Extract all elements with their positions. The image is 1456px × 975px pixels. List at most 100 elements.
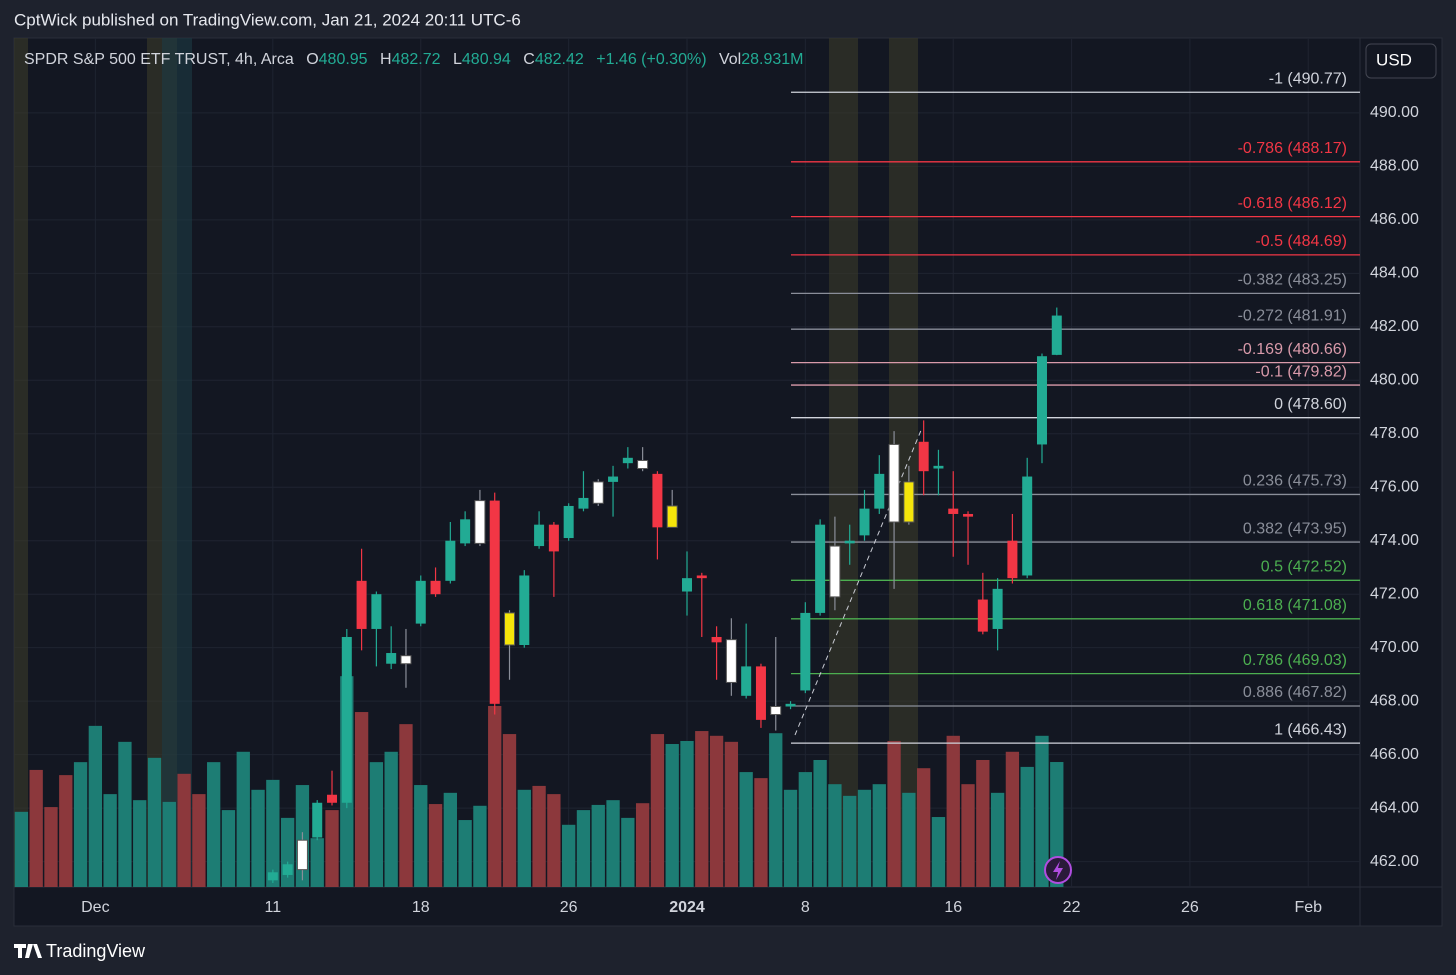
y-tick-label: 478.00 bbox=[1370, 425, 1419, 442]
high-value: 482.72 bbox=[392, 51, 441, 68]
fib-label: -0.786 (488.17) bbox=[1238, 140, 1347, 157]
candle-body bbox=[578, 497, 589, 509]
x-tick-label: 18 bbox=[412, 899, 430, 916]
fib-label: -0.382 (483.25) bbox=[1238, 272, 1347, 289]
candle-body bbox=[327, 794, 338, 803]
volume-value: 28.931M bbox=[741, 51, 803, 68]
volume-bar bbox=[695, 731, 709, 887]
legend: SPDR S&P 500 ETF TRUST, 4h, Arca O480.95… bbox=[24, 51, 804, 68]
candle-body bbox=[608, 476, 619, 482]
volume-bar bbox=[576, 810, 591, 887]
volume-bar bbox=[902, 792, 916, 887]
candle-body bbox=[770, 706, 782, 716]
fib-label: 0 (478.60) bbox=[1274, 396, 1347, 413]
candle-layer bbox=[267, 307, 1062, 883]
fib-label: 1 (466.43) bbox=[1274, 721, 1347, 738]
publish-note: CptWick published on TradingView.com, Ja… bbox=[14, 10, 521, 29]
y-tick-label: 464.00 bbox=[1370, 799, 1419, 816]
volume-bar bbox=[354, 712, 369, 887]
volume-bar bbox=[532, 785, 546, 887]
volume-bar bbox=[621, 817, 635, 887]
volume-bar bbox=[887, 740, 901, 887]
low-label: L bbox=[453, 51, 462, 68]
x-tick-label: 26 bbox=[560, 899, 578, 916]
candle-body bbox=[534, 524, 545, 547]
volume-bar bbox=[1035, 735, 1049, 887]
volume-bar bbox=[917, 768, 931, 887]
y-tick-label: 472.00 bbox=[1370, 585, 1419, 602]
candle-body bbox=[563, 505, 574, 539]
x-tick-label: Dec bbox=[81, 899, 109, 916]
volume-bar bbox=[547, 794, 561, 887]
volume-layer bbox=[14, 676, 1064, 887]
volume-bar bbox=[1050, 762, 1064, 887]
fib-label: -0.272 (481.91) bbox=[1238, 307, 1347, 324]
volume-bar bbox=[724, 741, 739, 887]
candle-body bbox=[637, 459, 649, 470]
volume-bar bbox=[384, 751, 398, 887]
fib-label: 0.618 (471.08) bbox=[1243, 597, 1347, 614]
volume-bar bbox=[606, 800, 620, 887]
fib-layer: -1 (490.77) -0.786 (488.17) -0.618 (486.12… bbox=[791, 71, 1360, 744]
candle-body bbox=[489, 500, 500, 704]
candle-body bbox=[400, 655, 412, 665]
candle-body bbox=[371, 594, 382, 629]
candle-body bbox=[282, 864, 293, 875]
x-tick-label: 22 bbox=[1063, 899, 1081, 916]
alert-bolt bbox=[1053, 861, 1063, 880]
fib-label: 0.786 (469.03) bbox=[1243, 652, 1347, 669]
currency-label[interactable]: USD bbox=[1376, 50, 1412, 69]
currency-button[interactable] bbox=[1365, 43, 1437, 79]
volume-bar bbox=[147, 757, 162, 887]
fib-label: 0.5 (472.52) bbox=[1261, 559, 1347, 576]
fib-label: -0.169 (480.66) bbox=[1238, 341, 1347, 358]
close-label: C bbox=[523, 51, 535, 68]
fib-label: 0.236 (475.73) bbox=[1243, 473, 1347, 490]
volume-bar bbox=[177, 773, 191, 887]
volume-bar bbox=[591, 804, 605, 887]
candle-body bbox=[711, 636, 722, 643]
volume-bar bbox=[517, 789, 531, 887]
axes: 462.00 464.00 466.00 468.00 470.00 472.00 474.… bbox=[81, 104, 1419, 916]
volume-bar bbox=[14, 811, 29, 887]
candle-body bbox=[829, 545, 841, 598]
x-tick-label: 8 bbox=[801, 899, 810, 916]
candle-body bbox=[992, 588, 1003, 629]
candle-body bbox=[888, 443, 900, 523]
trend-line bbox=[794, 427, 923, 736]
volume-bar bbox=[843, 795, 857, 887]
volume-bar bbox=[1005, 751, 1020, 887]
candle-body bbox=[666, 505, 678, 528]
candle-body bbox=[386, 653, 397, 664]
y-tick-label: 466.00 bbox=[1370, 746, 1419, 763]
volume-bar bbox=[88, 725, 103, 887]
candle-body bbox=[903, 481, 915, 523]
volume-bar bbox=[798, 772, 812, 887]
volume-bar bbox=[251, 789, 265, 887]
volume-bar bbox=[428, 804, 443, 887]
volume-bar bbox=[813, 759, 827, 887]
candle-body bbox=[874, 473, 885, 509]
volume-bar bbox=[162, 801, 176, 887]
volume-bar bbox=[207, 762, 221, 887]
volume-bar bbox=[502, 734, 517, 887]
candle-body bbox=[815, 524, 826, 613]
volume-bar bbox=[946, 735, 960, 887]
volume-bar bbox=[1020, 766, 1034, 887]
candle-body bbox=[519, 575, 530, 646]
volume-bar bbox=[133, 800, 147, 887]
candle-body bbox=[1022, 476, 1033, 576]
volume-bar bbox=[872, 784, 886, 887]
y-tick-label: 462.00 bbox=[1370, 853, 1419, 870]
symbol: SPDR S&P 500 ETF TRUST, 4h, Arca bbox=[24, 51, 294, 68]
volume-bar bbox=[59, 775, 73, 887]
candle-body bbox=[755, 666, 766, 720]
volume-bar bbox=[961, 784, 975, 887]
candle-body bbox=[1051, 315, 1062, 355]
candle-body bbox=[652, 473, 663, 528]
x-tick-label: 26 bbox=[1181, 899, 1199, 916]
session-band bbox=[14, 38, 28, 887]
candle-body bbox=[622, 457, 633, 464]
volume-bar bbox=[369, 762, 384, 887]
